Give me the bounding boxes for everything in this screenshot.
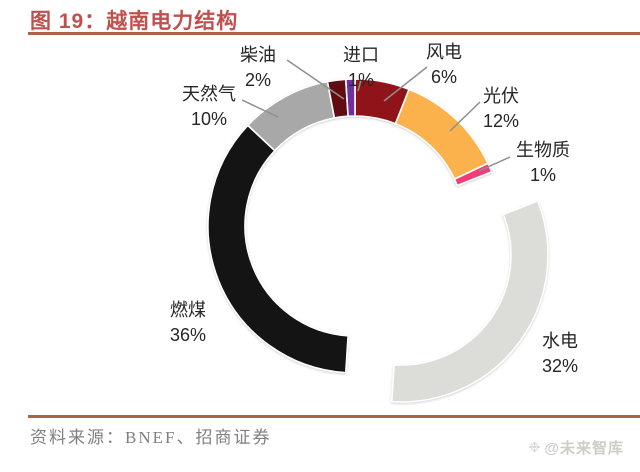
footer-divider: [28, 415, 640, 418]
leader-diesel: [286, 59, 345, 100]
label-wind-value: 6%: [430, 67, 457, 87]
label-leader-lines: [241, 59, 511, 172]
label-import: 进口 1%: [343, 43, 379, 93]
donut-slices: [207, 78, 549, 403]
leader-gas: [241, 99, 279, 118]
label-coal-name: 燃煤: [170, 300, 206, 320]
label-gas-value: 10%: [190, 109, 228, 129]
watermark-logo-icon: ❉: [528, 439, 542, 455]
label-solar-value: 12%: [482, 111, 520, 131]
label-diesel-value: 2%: [244, 70, 271, 90]
label-biomass: 生物质 1%: [516, 138, 570, 188]
label-wind-name: 风电: [426, 42, 462, 62]
leader-wind: [383, 66, 428, 102]
slice-coal: [207, 124, 349, 374]
watermark-text: @未来智库: [544, 440, 624, 457]
label-coal-value: 36%: [169, 325, 207, 345]
label-biomass-name: 生物质: [516, 140, 570, 160]
label-solar: 光伏 12%: [483, 84, 519, 134]
label-solar-name: 光伏: [483, 86, 519, 106]
label-gas: 天然气 10%: [182, 82, 236, 132]
label-hydro: 水电 32%: [542, 329, 578, 379]
label-coal: 燃煤 36%: [170, 298, 206, 348]
title-divider: [28, 32, 640, 35]
leader-solar: [449, 101, 481, 132]
label-import-name: 进口: [343, 45, 379, 65]
source-note: 资料来源：BNEF、招商证券: [30, 428, 272, 447]
label-hydro-value: 32%: [541, 356, 579, 376]
watermark: ❉ @未来智库: [529, 437, 624, 458]
label-import-value: 1%: [347, 70, 374, 90]
label-wind: 风电 6%: [426, 40, 462, 90]
label-diesel-name: 柴油: [240, 45, 276, 65]
leader-biomass: [478, 156, 511, 172]
slice-solar: [394, 88, 489, 180]
slice-import: [344, 78, 356, 118]
slice-hydro: [390, 200, 549, 403]
label-hydro-name: 水电: [542, 331, 578, 351]
label-diesel: 柴油 2%: [240, 43, 276, 93]
label-gas-name: 天然气: [182, 84, 236, 104]
leader-import: [357, 79, 362, 92]
figure-title: 图 19：越南电力结构: [30, 10, 239, 33]
label-biomass-value: 1%: [529, 165, 556, 185]
